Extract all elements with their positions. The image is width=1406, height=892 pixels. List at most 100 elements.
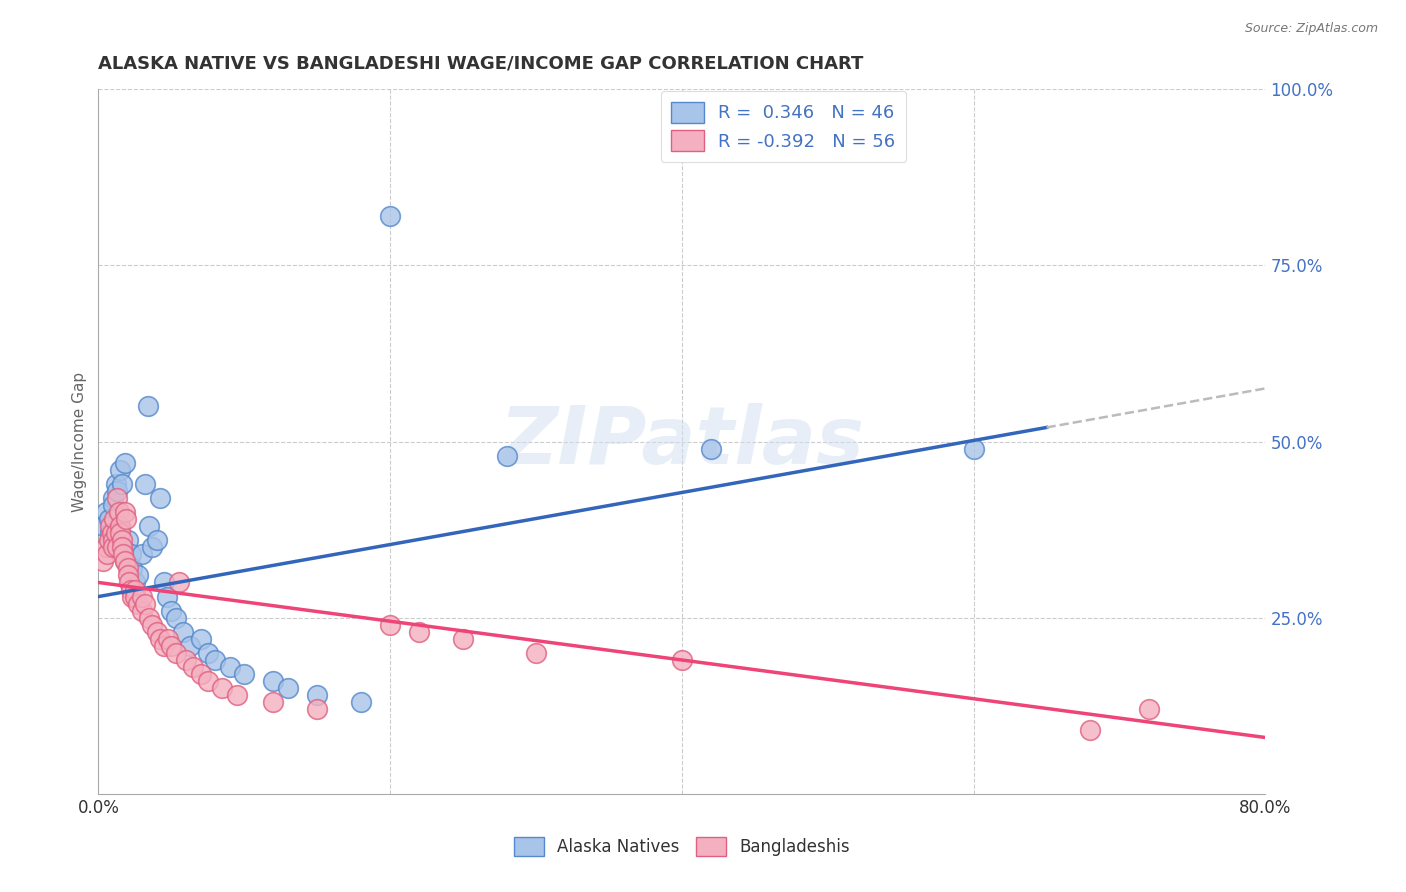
Point (111, 533, 134, 548)
Point (121, 590, 143, 604)
Point (350, 695, 373, 709)
Point (160, 604, 183, 618)
Point (134, 476, 156, 491)
Point (174, 653, 197, 667)
Point (1137, 702, 1160, 716)
Point (233, 667, 256, 681)
Point (181, 660, 204, 674)
Point (117, 533, 139, 548)
Point (226, 688, 249, 702)
Point (108, 505, 131, 519)
Point (136, 399, 159, 413)
Point (117, 568, 139, 582)
Point (103, 512, 125, 526)
Point (138, 519, 160, 533)
Point (179, 639, 201, 653)
Point (101, 491, 124, 505)
Point (94, 541, 117, 555)
Point (190, 632, 212, 646)
Point (408, 624, 430, 639)
Point (149, 491, 172, 505)
Point (1080, 723, 1102, 738)
Point (131, 547, 153, 561)
Point (110, 526, 132, 541)
Point (124, 590, 146, 604)
Point (91, 519, 114, 533)
Point (98, 533, 121, 548)
Point (124, 575, 146, 590)
Point (496, 449, 519, 463)
Point (104, 476, 127, 491)
Point (112, 541, 135, 555)
Point (98, 519, 121, 533)
Point (91, 554, 114, 568)
Point (117, 561, 139, 575)
Point (101, 541, 124, 555)
Point (98, 526, 121, 541)
Point (262, 695, 284, 709)
Point (114, 456, 136, 470)
Point (277, 681, 299, 696)
Point (160, 639, 183, 653)
Point (105, 483, 128, 498)
Point (105, 491, 128, 505)
Text: Source: ZipAtlas.com: Source: ZipAtlas.com (1244, 22, 1378, 36)
Point (97, 512, 120, 526)
Point (101, 498, 124, 512)
Text: ALASKA NATIVE VS BANGLADESHI WAGE/INCOME GAP CORRELATION CHART: ALASKA NATIVE VS BANGLADESHI WAGE/INCOME… (98, 54, 863, 72)
Point (380, 617, 402, 632)
Point (153, 639, 176, 653)
Point (167, 575, 190, 590)
Point (218, 660, 240, 674)
Point (149, 632, 172, 646)
Legend: Alaska Natives, Bangladeshis: Alaska Natives, Bangladeshis (508, 830, 856, 863)
Point (197, 674, 219, 689)
Point (120, 547, 142, 561)
Point (380, 209, 402, 223)
Point (131, 604, 153, 618)
Point (204, 653, 226, 667)
Point (157, 632, 180, 646)
Point (197, 646, 219, 660)
Y-axis label: Wage/Income Gap: Wage/Income Gap (72, 371, 87, 512)
Point (110, 519, 132, 533)
Point (190, 667, 212, 681)
Point (114, 554, 136, 568)
Point (111, 541, 134, 555)
Point (108, 519, 131, 533)
Point (307, 688, 329, 702)
Point (115, 512, 138, 526)
Point (127, 597, 149, 611)
Point (141, 617, 163, 632)
Point (211, 681, 233, 696)
Point (451, 632, 474, 646)
Point (118, 575, 141, 590)
Point (165, 610, 187, 624)
Point (165, 646, 187, 660)
Point (156, 590, 179, 604)
Point (111, 476, 134, 491)
Point (307, 702, 329, 716)
Point (96, 547, 118, 561)
Point (94, 505, 117, 519)
Point (524, 646, 547, 660)
Point (114, 554, 136, 568)
Point (114, 505, 136, 519)
Point (671, 653, 693, 667)
Point (110, 463, 132, 477)
Point (134, 597, 156, 611)
Point (700, 442, 723, 456)
Point (141, 541, 163, 555)
Point (262, 674, 284, 689)
Point (153, 575, 176, 590)
Point (131, 590, 153, 604)
Point (138, 610, 160, 624)
Point (101, 533, 124, 548)
Text: ZIPatlas: ZIPatlas (499, 402, 865, 481)
Point (100, 526, 122, 541)
Point (105, 541, 128, 555)
Point (97, 533, 120, 548)
Point (146, 624, 169, 639)
Point (146, 533, 169, 548)
Point (127, 568, 149, 582)
